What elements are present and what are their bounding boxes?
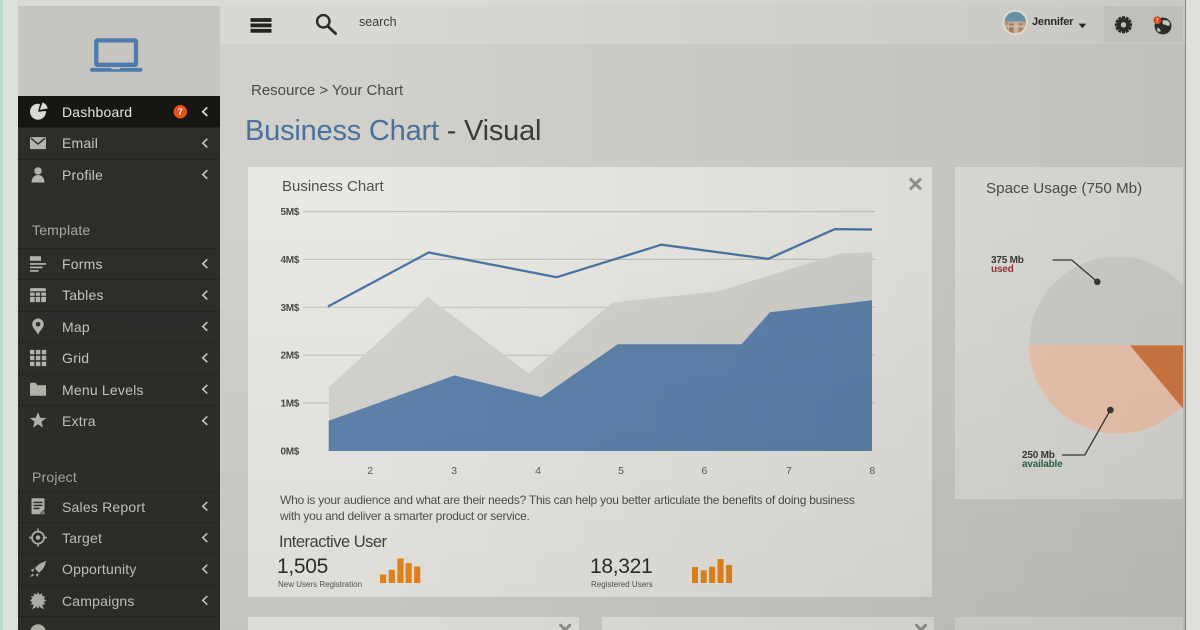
svg-text:4: 4 — [535, 465, 541, 477]
svg-text:5M$: 5M$ — [280, 207, 299, 218]
svg-text:8: 8 — [869, 465, 875, 477]
svg-text:0M$: 0M$ — [280, 447, 299, 458]
svg-text:7: 7 — [178, 107, 183, 117]
svg-text:1M$: 1M$ — [280, 399, 299, 410]
svg-text:3: 3 — [451, 465, 457, 477]
svg-text:2: 2 — [367, 465, 373, 477]
svg-text:2M$: 2M$ — [280, 351, 299, 362]
svg-text:3M$: 3M$ — [280, 303, 299, 314]
svg-text:5: 5 — [618, 465, 624, 477]
svg-text:4M$: 4M$ — [280, 255, 299, 266]
svg-text:7: 7 — [1156, 18, 1159, 24]
svg-text:7: 7 — [786, 465, 792, 477]
svg-text:6: 6 — [701, 465, 707, 477]
